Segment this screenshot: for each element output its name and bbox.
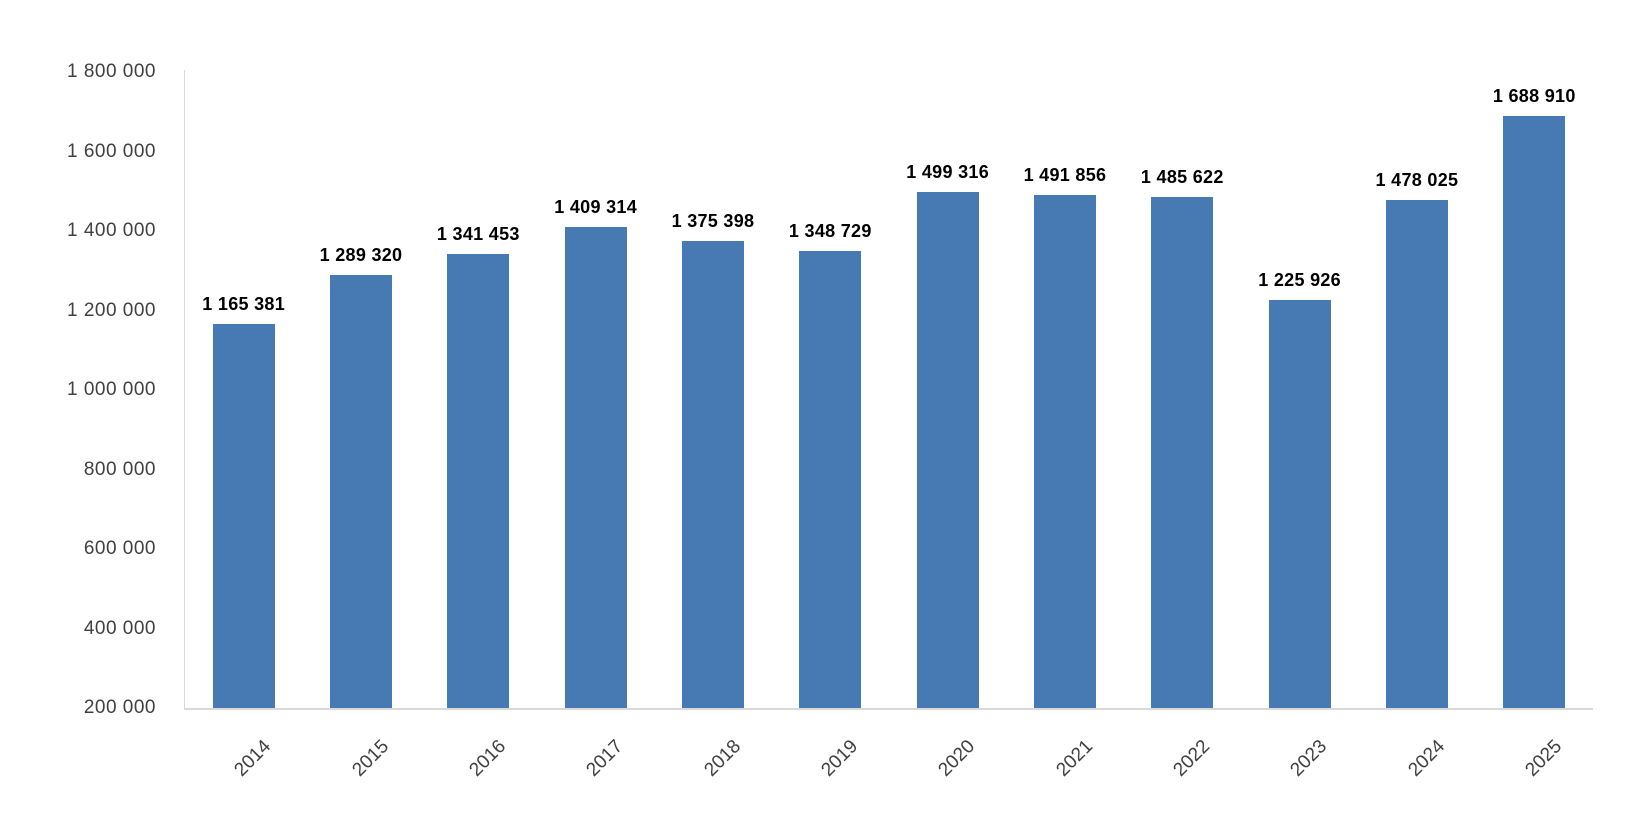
x-axis-label-2017: 2017 <box>582 736 628 781</box>
x-axis-label-2015: 2015 <box>348 736 393 781</box>
bar-2014 <box>212 324 275 708</box>
x-axis-label-2023: 2023 <box>1286 736 1332 781</box>
y-axis: 200 000 400 000 600 000 800 000 1 000 000 1 2… <box>0 0 156 828</box>
x-axis-label-2022: 2022 <box>1169 736 1215 781</box>
y-axis-tick-label-200000: 200 000 <box>83 697 156 718</box>
bar-slot-2016: 1 341 453 <box>420 72 537 708</box>
x-axis-label-2024: 2024 <box>1404 736 1449 781</box>
x-axis-cell-2014: 2014 <box>185 710 302 828</box>
x-axis-cell-2019: 2019 <box>772 710 889 828</box>
plot-area: 1 165 381 1 289 320 1 341 453 1 409 314 1 37… <box>185 72 1593 708</box>
bar-value-label-2022: 1 485 622 <box>1140 166 1224 187</box>
bar-value-label-2015: 1 289 320 <box>319 245 403 266</box>
bar-slot-2017: 1 409 314 <box>537 72 654 708</box>
bar-slot-2022: 1 485 622 <box>1124 72 1241 708</box>
bar-slot-2014: 1 165 381 <box>185 72 302 708</box>
x-axis-label-2020: 2020 <box>934 736 980 781</box>
bar-slot-2019: 1 348 729 <box>772 72 889 708</box>
bar-slot-2021: 1 491 856 <box>1006 72 1123 708</box>
bar-value-label-2019: 1 348 729 <box>788 221 872 242</box>
bar-value-label-2023: 1 225 926 <box>1258 270 1341 291</box>
bar-value-label-2018: 1 375 398 <box>671 210 755 231</box>
x-axis-label-2025: 2025 <box>1521 736 1567 781</box>
x-axis-line <box>184 708 1593 710</box>
x-axis: 2014 2015 2016 2017 2018 2019 2020 2021 2022 2023… <box>185 710 1593 828</box>
bar-value-label-2017: 1 409 314 <box>554 197 638 218</box>
x-axis-cell-2021: 2021 <box>1006 710 1123 828</box>
x-axis-cell-2025: 2025 <box>1476 710 1593 828</box>
bar-value-label-2014: 1 165 381 <box>202 294 286 315</box>
bar-value-label-2024: 1 478 025 <box>1375 169 1459 190</box>
bar-2025 <box>1503 116 1566 708</box>
bar-2015 <box>329 275 392 708</box>
y-axis-tick-label-1200000: 1 200 000 <box>66 299 156 321</box>
x-axis-cell-2017: 2017 <box>537 710 654 828</box>
x-axis-cell-2020: 2020 <box>889 710 1006 828</box>
y-axis-tick-label-400000: 400 000 <box>83 617 156 639</box>
bar-2018 <box>681 240 744 708</box>
y-axis-tick-label-800000: 800 000 <box>83 458 156 480</box>
x-axis-cell-2016: 2016 <box>420 710 537 828</box>
x-axis-label-2014: 2014 <box>230 736 276 781</box>
bar-slot-2025: 1 688 910 <box>1476 72 1593 708</box>
bar-2017 <box>564 227 627 708</box>
bar-slot-2020: 1 499 316 <box>889 72 1006 708</box>
bar-slot-2023: 1 225 926 <box>1241 72 1358 708</box>
bar-2021 <box>1033 194 1096 708</box>
x-axis-cell-2018: 2018 <box>654 710 771 828</box>
bar-slot-2018: 1 375 398 <box>654 72 771 708</box>
x-axis-label-2019: 2019 <box>817 736 863 781</box>
bar-value-label-2016: 1 341 453 <box>436 224 520 245</box>
bar-slot-2024: 1 478 025 <box>1358 72 1475 708</box>
bar-2024 <box>1385 199 1448 708</box>
x-axis-label-2021: 2021 <box>1052 736 1097 781</box>
bar-value-label-2021: 1 491 856 <box>1023 164 1107 185</box>
bar-slot-2015: 1 289 320 <box>302 72 419 708</box>
bar-value-label-2025: 1 688 910 <box>1492 86 1576 107</box>
bar-2016 <box>447 254 510 708</box>
y-axis-tick-label-1600000: 1 600 000 <box>66 140 156 162</box>
y-axis-tick-label-1800000: 1 800 000 <box>66 61 156 82</box>
y-axis-line <box>184 70 185 710</box>
x-axis-cell-2015: 2015 <box>302 710 419 828</box>
x-axis-label-2018: 2018 <box>700 736 745 781</box>
x-axis-cell-2024: 2024 <box>1358 710 1475 828</box>
y-axis-tick-label-1400000: 1 400 000 <box>66 220 156 241</box>
y-axis-tick-label-600000: 600 000 <box>83 538 156 559</box>
bar-2020 <box>916 191 979 708</box>
y-axis-tick-label-1000000: 1 000 000 <box>66 379 156 400</box>
x-axis-cell-2022: 2022 <box>1124 710 1241 828</box>
bar-2022 <box>1151 196 1214 708</box>
bar-2023 <box>1268 300 1331 708</box>
x-axis-cell-2023: 2023 <box>1241 710 1358 828</box>
bar-2019 <box>799 251 862 708</box>
x-axis-label-2016: 2016 <box>465 736 511 781</box>
bar-value-label-2020: 1 499 316 <box>906 161 990 182</box>
